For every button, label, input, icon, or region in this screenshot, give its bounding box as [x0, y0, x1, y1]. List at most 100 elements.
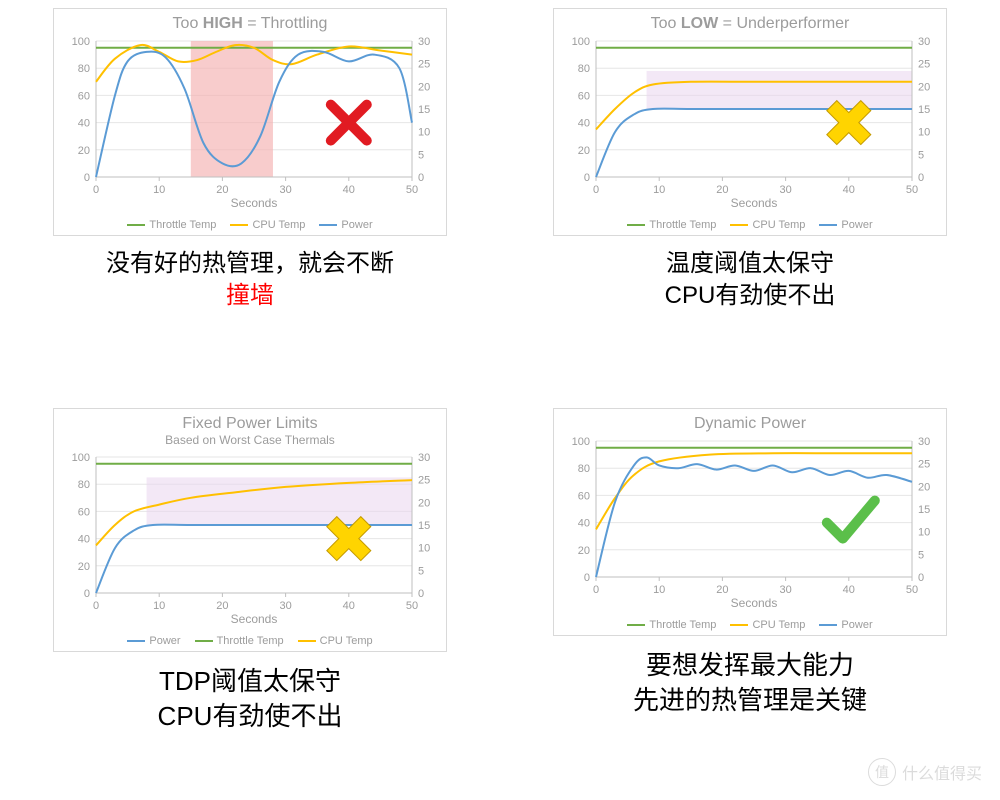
svg-text:15: 15: [418, 520, 430, 532]
svg-text:0: 0: [84, 172, 90, 184]
cell-bottom-right: Dynamic Power 02040608010005101520253001…: [500, 400, 1000, 800]
chart-legend: Throttle TempCPU TempPower: [560, 219, 940, 231]
svg-text:30: 30: [779, 584, 791, 596]
legend-item: Power: [819, 219, 872, 231]
svg-text:20: 20: [578, 545, 590, 557]
title-bold: LOW: [681, 15, 718, 32]
legend-swatch: [627, 224, 645, 226]
svg-text:25: 25: [918, 59, 930, 71]
page: Too HIGH = Throttling 020406080100051015…: [0, 0, 1000, 800]
title-pre: Too: [173, 15, 203, 32]
svg-text:10: 10: [918, 127, 930, 139]
legend-swatch: [730, 224, 748, 226]
chart-legend: Power Throttle Temp CPU Temp: [60, 635, 440, 647]
legend-swatch: [627, 624, 645, 626]
chart-title: Dynamic Power: [560, 415, 940, 433]
legend-label: CPU Temp: [752, 619, 805, 631]
caption-line2: CPU有劲使不出: [158, 699, 343, 734]
svg-text:40: 40: [843, 184, 855, 196]
legend-swatch: [127, 640, 145, 642]
caption-line1: 温度阈值太保守: [665, 248, 836, 280]
svg-text:30: 30: [918, 436, 930, 448]
svg-text:10: 10: [653, 584, 665, 596]
svg-text:30: 30: [418, 452, 430, 464]
svg-text:0: 0: [918, 172, 924, 184]
svg-text:40: 40: [78, 118, 90, 130]
svg-text:20: 20: [918, 81, 930, 93]
svg-text:15: 15: [418, 104, 430, 116]
caption-line1: 没有好的热管理，就会不断: [106, 248, 394, 280]
svg-text:40: 40: [343, 600, 355, 612]
cell-top-right: Too LOW = Underperformer 020406080100051…: [500, 0, 1000, 400]
svg-text:80: 80: [578, 463, 590, 475]
svg-text:15: 15: [918, 504, 930, 516]
caption-line1: TDP阈值太保守: [158, 664, 343, 699]
svg-text:0: 0: [418, 588, 424, 600]
svg-text:20: 20: [716, 584, 728, 596]
svg-text:5: 5: [418, 149, 424, 161]
legend-label: Throttle Temp: [217, 635, 284, 647]
legend-label: Power: [149, 635, 180, 647]
legend-swatch: [319, 224, 337, 226]
svg-text:0: 0: [593, 184, 599, 196]
legend-label: Throttle Temp: [649, 619, 716, 631]
svg-text:10: 10: [653, 184, 665, 196]
legend-swatch: [819, 624, 837, 626]
caption-bottom-right: 要想发挥最大能力 先进的热管理是关键: [633, 648, 867, 718]
svg-text:30: 30: [418, 36, 430, 48]
svg-text:60: 60: [78, 506, 90, 518]
svg-text:25: 25: [918, 459, 930, 471]
chart-svg: 02040608010005101520253001020304050Secon…: [60, 33, 440, 213]
caption-line2: CPU有劲使不出: [665, 280, 836, 312]
svg-text:0: 0: [584, 572, 590, 584]
chart-too-high: Too HIGH = Throttling 020406080100051015…: [53, 8, 447, 236]
svg-text:0: 0: [93, 184, 99, 196]
chart-subtitle: Based on Worst Case Thermals: [60, 433, 440, 447]
svg-text:50: 50: [906, 184, 918, 196]
svg-text:40: 40: [843, 584, 855, 596]
svg-text:0: 0: [593, 584, 599, 596]
chart-title: Too HIGH = Throttling: [60, 15, 440, 33]
legend-label: Power: [341, 219, 372, 231]
legend-label: Power: [841, 219, 872, 231]
svg-text:Seconds: Seconds: [231, 612, 278, 626]
title-post: = Underperformer: [718, 15, 849, 32]
svg-text:5: 5: [918, 149, 924, 161]
legend-item: CPU Temp: [730, 619, 805, 631]
svg-text:25: 25: [418, 59, 430, 71]
svg-text:20: 20: [578, 145, 590, 157]
svg-text:80: 80: [78, 479, 90, 491]
watermark: 值 什么值得买: [868, 758, 982, 786]
svg-text:100: 100: [72, 452, 90, 464]
svg-text:20: 20: [78, 145, 90, 157]
svg-text:30: 30: [918, 36, 930, 48]
svg-text:100: 100: [572, 36, 590, 48]
legend-item: Throttle Temp: [127, 219, 216, 231]
svg-text:30: 30: [279, 600, 291, 612]
legend-item: CPU Temp: [230, 219, 305, 231]
svg-text:10: 10: [418, 543, 430, 555]
watermark-badge-icon: 值: [868, 758, 896, 786]
cell-bottom-left: Fixed Power Limits Based on Worst Case T…: [0, 400, 500, 800]
legend-label: Throttle Temp: [649, 219, 716, 231]
caption-top-left: 没有好的热管理，就会不断 撞墙: [106, 248, 394, 313]
legend-item: CPU Temp: [298, 635, 373, 647]
svg-text:40: 40: [578, 518, 590, 530]
legend-item: Power: [319, 219, 372, 231]
svg-text:40: 40: [578, 118, 590, 130]
svg-text:50: 50: [406, 600, 418, 612]
legend-swatch: [195, 640, 213, 642]
chart-legend: Throttle TempCPU TempPower: [560, 619, 940, 631]
svg-text:80: 80: [578, 63, 590, 75]
svg-text:20: 20: [418, 81, 430, 93]
legend-swatch: [730, 624, 748, 626]
title-pre: Too: [651, 15, 681, 32]
legend-item: Throttle Temp: [627, 219, 716, 231]
cell-top-left: Too HIGH = Throttling 020406080100051015…: [0, 0, 500, 400]
svg-text:25: 25: [418, 475, 430, 487]
svg-text:5: 5: [918, 549, 924, 561]
svg-text:0: 0: [584, 172, 590, 184]
caption-bottom-left: TDP阈值太保守 CPU有劲使不出: [158, 664, 343, 734]
svg-text:0: 0: [418, 172, 424, 184]
chart-svg: 02040608010005101520253001020304050Secon…: [560, 433, 940, 613]
